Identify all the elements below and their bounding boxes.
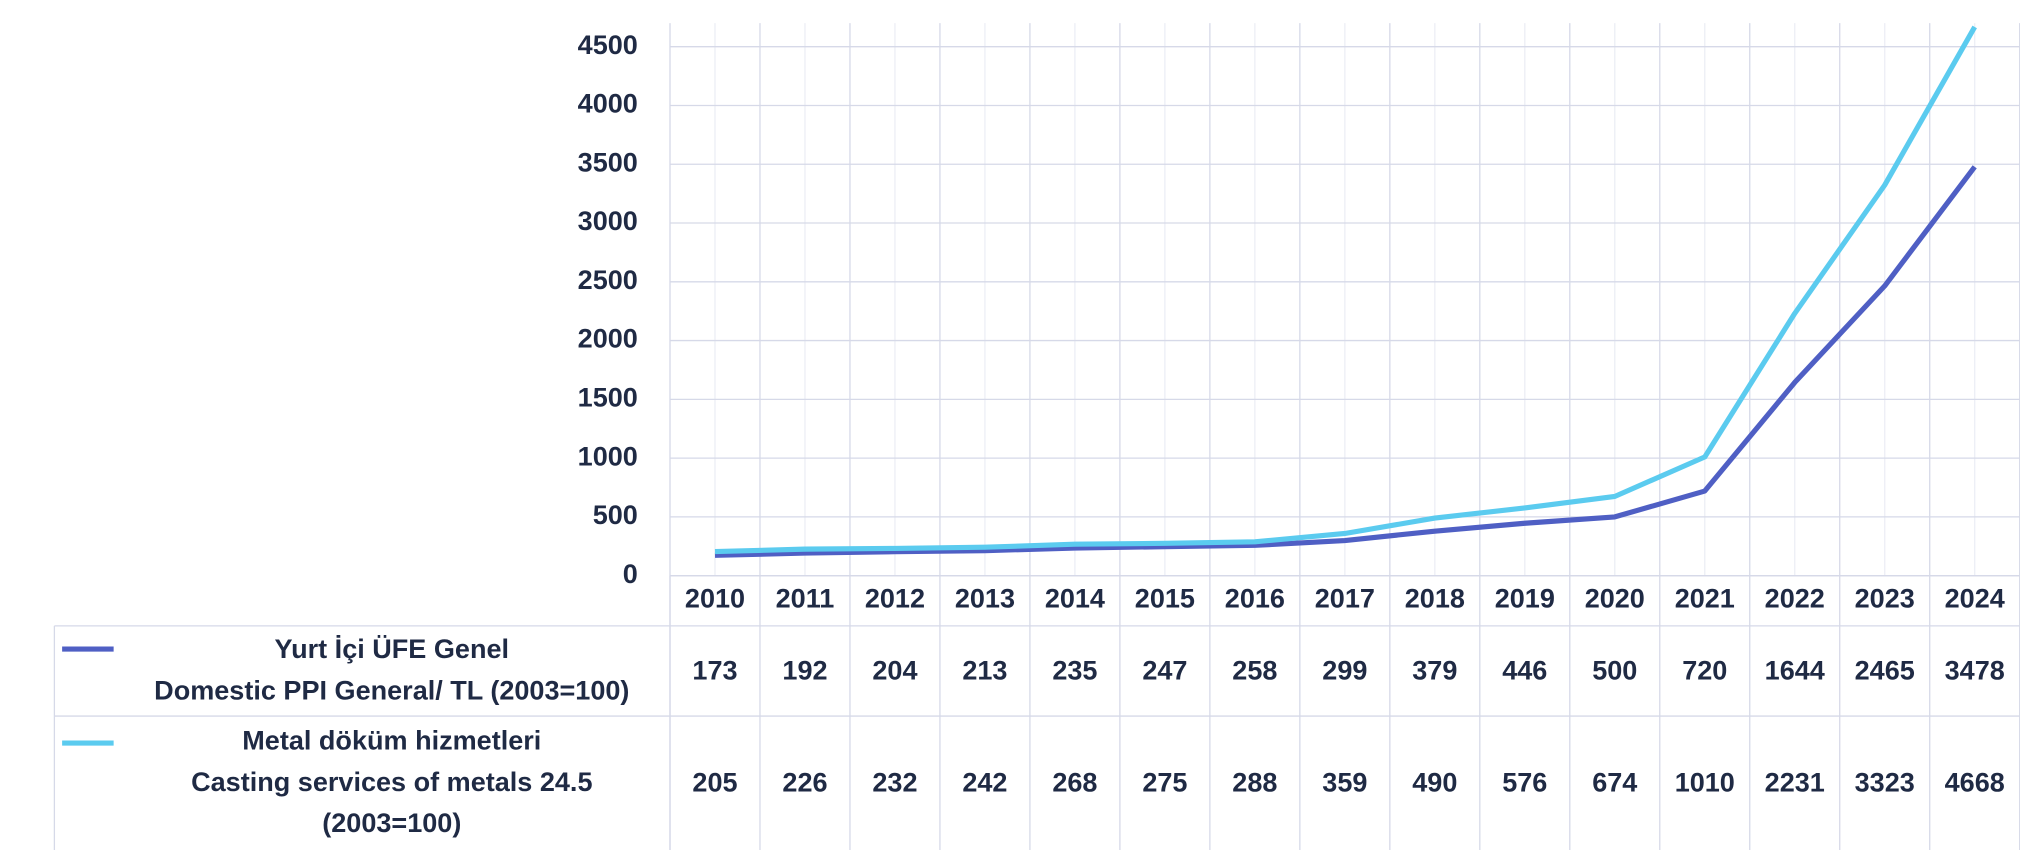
- legend-cell: Metal döküm hizmetleri Casting services …: [191, 726, 593, 839]
- x-tick-label: 2012: [865, 583, 925, 613]
- table-value: 275: [1142, 767, 1187, 797]
- x-tick-label: 2022: [1765, 583, 1825, 613]
- table-value: 3478: [1945, 655, 2005, 685]
- y-tick-label: 3500: [578, 147, 638, 177]
- table-value: 490: [1412, 767, 1457, 797]
- table-value: 2465: [1855, 655, 1915, 685]
- table-value: 247: [1142, 655, 1187, 685]
- x-tick-label: 2010: [685, 583, 745, 613]
- x-tick-label: 2018: [1405, 583, 1465, 613]
- table-value: 446: [1502, 655, 1547, 685]
- table-value: 173: [692, 655, 737, 685]
- table-value: 359: [1322, 767, 1367, 797]
- y-tick-label: 1500: [578, 382, 638, 412]
- table-value: 720: [1682, 655, 1727, 685]
- x-tick-label: 2023: [1855, 583, 1915, 613]
- x-tick-label: 2014: [1045, 583, 1105, 613]
- table-value: 192: [782, 655, 827, 685]
- y-tick-label: 2500: [578, 265, 638, 295]
- x-tick-label: 2011: [776, 583, 835, 613]
- x-tick-label: 2015: [1135, 583, 1195, 613]
- table-value: 242: [962, 767, 1007, 797]
- series-line: [714, 165, 1977, 558]
- table-value: 500: [1592, 655, 1637, 685]
- y-tick-label: 1000: [578, 441, 638, 471]
- x-tick-label: 2020: [1585, 583, 1645, 613]
- table-value: 205: [692, 767, 737, 797]
- x-tick-label: 2024: [1945, 583, 2005, 613]
- y-tick-label: 500: [593, 500, 638, 530]
- y-tick-label: 4000: [578, 89, 638, 119]
- table-value: 235: [1052, 655, 1097, 685]
- table-value: 4668: [1945, 767, 2005, 797]
- table-value: 1010: [1675, 767, 1735, 797]
- table-value: 3323: [1855, 767, 1915, 797]
- x-tick-label: 2016: [1225, 583, 1285, 613]
- table-value: 204: [872, 655, 917, 685]
- x-tick-label: 2021: [1675, 583, 1735, 613]
- table-value: 226: [782, 767, 827, 797]
- x-tick-label: 2019: [1495, 583, 1555, 613]
- legend-label: Metal döküm hizmetleri Casting services …: [191, 726, 593, 839]
- table-value: 268: [1052, 767, 1097, 797]
- legend-cell: Yurt İçi ÜFE Genel Domestic PPI General/…: [154, 634, 630, 706]
- table-value: 258: [1232, 655, 1277, 685]
- table-value: 1644: [1765, 655, 1825, 685]
- table-value: 674: [1592, 767, 1637, 797]
- legend-label: Yurt İçi ÜFE Genel Domestic PPI General/…: [154, 634, 630, 706]
- x-tick-label: 2013: [955, 583, 1015, 613]
- table-value: 213: [962, 655, 1007, 685]
- y-tick-label: 0: [623, 559, 638, 589]
- table-value: 299: [1322, 655, 1367, 685]
- y-tick-label: 3000: [578, 206, 638, 236]
- table-value: 2231: [1765, 767, 1825, 797]
- y-tick-label: 4500: [578, 30, 638, 60]
- table-value: 379: [1412, 655, 1457, 685]
- series-line: [714, 25, 1977, 555]
- table-value: 288: [1232, 767, 1277, 797]
- x-tick-label: 2017: [1315, 583, 1375, 613]
- table-value: 232: [872, 767, 917, 797]
- table-value: 576: [1502, 767, 1547, 797]
- y-tick-label: 2000: [578, 324, 638, 354]
